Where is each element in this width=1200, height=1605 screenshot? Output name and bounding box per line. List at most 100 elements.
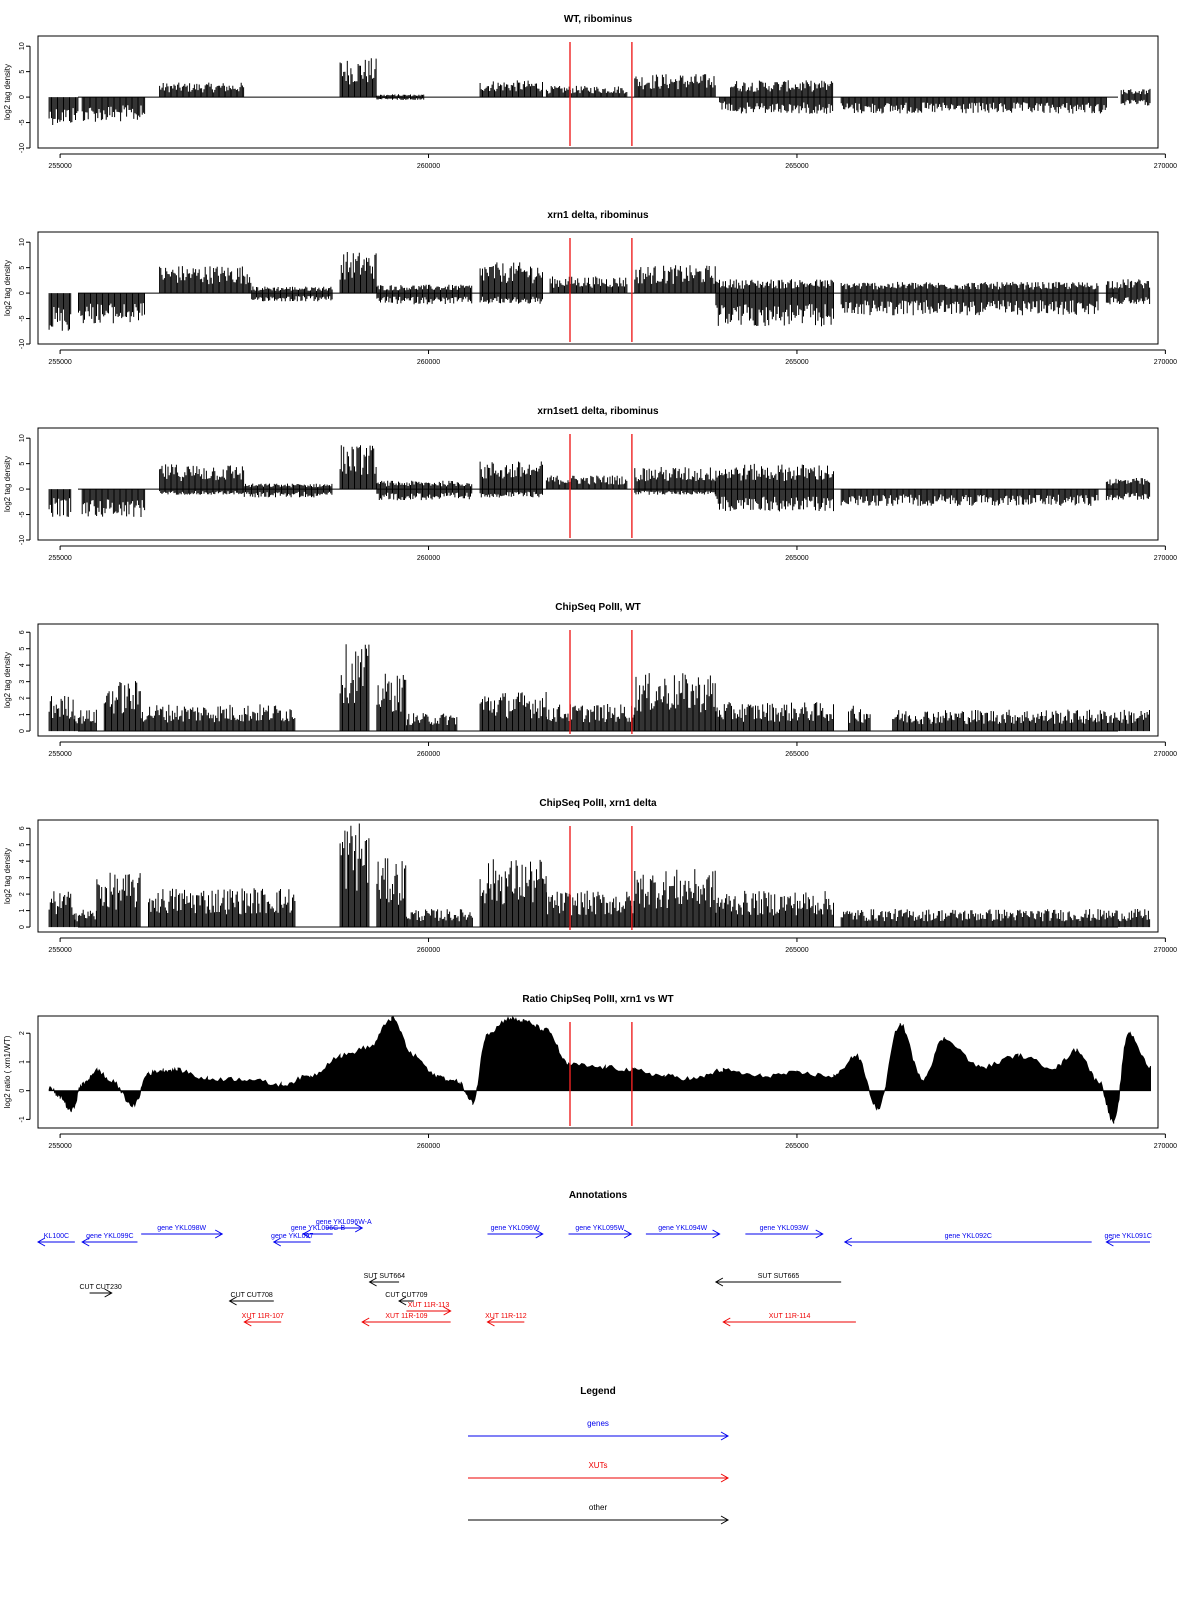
y-tick-label: 1 <box>19 713 26 717</box>
signal-segment <box>81 97 146 122</box>
x-tick-label: 260000 <box>417 947 440 954</box>
signal-segment <box>545 890 635 928</box>
chart-panel-5: ChipSeq PolII, xrn1 delta log2 tag densit… <box>3 798 1177 954</box>
y-tick-label: 0 <box>19 1089 26 1093</box>
annotation-label: CUT CUT709 <box>385 1292 427 1299</box>
x-tick-label: 260000 <box>417 359 440 366</box>
annotation-feature: gene YKL099C <box>81 1233 138 1247</box>
signal-segment <box>339 644 370 732</box>
signal-segment <box>159 464 245 495</box>
signal-segment <box>81 489 146 517</box>
chart-panel-4: ChipSeq PolII, WT log2 tag density 0 1 2 3 4 5 6… <box>3 602 1177 758</box>
signal-segment <box>48 489 72 517</box>
signal-segment <box>840 281 1099 316</box>
y-tick-label: 6 <box>19 630 26 634</box>
signal-segment <box>479 461 543 498</box>
annotation-feature: gene YKL096W <box>487 1225 544 1239</box>
annotation-feature: SUT SUT664 <box>364 1273 405 1287</box>
x-tick-label: 270000 <box>1154 947 1177 954</box>
annotation-label: gene YKL097 <box>271 1233 313 1240</box>
signal-segment <box>339 58 377 98</box>
y-tick-label: 5 <box>19 70 26 74</box>
legend-title: Legend <box>580 1386 616 1397</box>
annotation-label: gene YKL094W <box>658 1225 707 1232</box>
x-tick-label: 270000 <box>1154 751 1177 758</box>
signal-segment <box>376 673 407 732</box>
plot-frame <box>37 623 1159 737</box>
annotation-label: KL100C <box>44 1233 69 1240</box>
x-tick-label: 265000 <box>785 1143 808 1150</box>
signal-segment <box>1120 88 1151 106</box>
chart-title: WT, ribominus <box>564 14 633 25</box>
chart-title: xrn1 delta, ribominus <box>547 210 649 221</box>
y-tick-label: 0 <box>19 925 26 929</box>
x-tick-label: 255000 <box>48 751 71 758</box>
y-tick-label: -5 <box>19 511 26 517</box>
x-tick-label: 270000 <box>1154 1143 1177 1150</box>
annotation-label: XUT 11R-114 <box>769 1313 811 1320</box>
chart-panel-3: xrn1set1 delta, ribominus log2 tag densit… <box>3 406 1177 562</box>
signal-segment <box>376 284 473 305</box>
signal-segment <box>715 463 834 512</box>
y-axis-label: log2 tag density <box>3 456 12 512</box>
annotation-label: CUT CUT708 <box>231 1292 273 1299</box>
legend-item: XUTs <box>468 1461 730 1483</box>
annotation-feature: XUT 11R-107 <box>242 1313 284 1327</box>
signal-segment <box>339 445 377 490</box>
signal-segment <box>48 696 75 732</box>
signal-segment <box>479 692 547 732</box>
x-tick-label: 260000 <box>417 555 440 562</box>
annotation-feature: gene YKL091C <box>1105 1233 1152 1247</box>
plot-frame <box>37 819 1159 933</box>
signal-segment <box>376 858 407 928</box>
annotation-feature: gene YKL096C-B <box>291 1225 346 1239</box>
signal-segment <box>892 709 1150 732</box>
signal-segment <box>1105 478 1151 501</box>
y-axis-label: log2 tag density <box>3 848 12 904</box>
y-tick-label: 0 <box>19 95 26 99</box>
annotation-feature: SUT SUT665 <box>714 1273 842 1287</box>
plot-frame <box>37 1015 1159 1129</box>
annotation-label: CUT CUT230 <box>79 1284 121 1291</box>
signal-segment <box>148 888 296 928</box>
x-tick-label: 255000 <box>48 163 71 170</box>
annotation-label: XUT 11R-113 <box>408 1302 450 1309</box>
annotation-feature: gene YKL096W-A <box>316 1219 372 1233</box>
y-axis-label: log2 tag density <box>3 652 12 708</box>
y-tick-label: 5 <box>19 462 26 466</box>
data-marks <box>48 58 1151 125</box>
y-tick-label: -5 <box>19 119 26 125</box>
signal-segment <box>840 97 1107 114</box>
y-axis-label: log2 tag density <box>3 64 12 120</box>
annotation-label: XUT 11R-112 <box>485 1313 527 1320</box>
plot-frame <box>37 427 1159 541</box>
signal-segment <box>48 891 75 928</box>
y-tick-label: 10 <box>19 434 26 442</box>
y-tick-label: 10 <box>19 238 26 246</box>
signal-segment <box>339 252 377 294</box>
y-tick-label: 3 <box>19 680 26 684</box>
y-axis-label: log2 ratio ( xrn1/WT) <box>3 1035 12 1108</box>
annotation-feature: XUT 11R-114 <box>722 1313 856 1327</box>
signal-segment <box>78 293 145 324</box>
data-marks <box>48 445 1151 517</box>
annotation-feature: gene YKL098W <box>141 1225 224 1239</box>
x-tick-label: 270000 <box>1154 359 1177 366</box>
signal-segment <box>634 74 716 98</box>
x-tick-label: 255000 <box>48 947 71 954</box>
legend-label: other <box>589 1503 608 1512</box>
annotation-label: gene YKL096C-B <box>291 1225 346 1232</box>
y-tick-label: 2 <box>19 696 26 700</box>
signal-segment <box>159 82 245 98</box>
legend-item: other <box>468 1503 730 1525</box>
signal-segment <box>634 265 716 294</box>
annotation-feature: XUT 11R-113 <box>406 1302 452 1316</box>
annotations-title: Annotations <box>569 1190 628 1201</box>
signal-segment <box>48 97 79 125</box>
data-marks <box>48 1016 1151 1124</box>
y-tick-label: -10 <box>19 535 26 545</box>
annotation-label: XUT 11R-109 <box>385 1313 427 1320</box>
signal-segment <box>96 872 141 928</box>
signal-segment <box>634 673 716 732</box>
